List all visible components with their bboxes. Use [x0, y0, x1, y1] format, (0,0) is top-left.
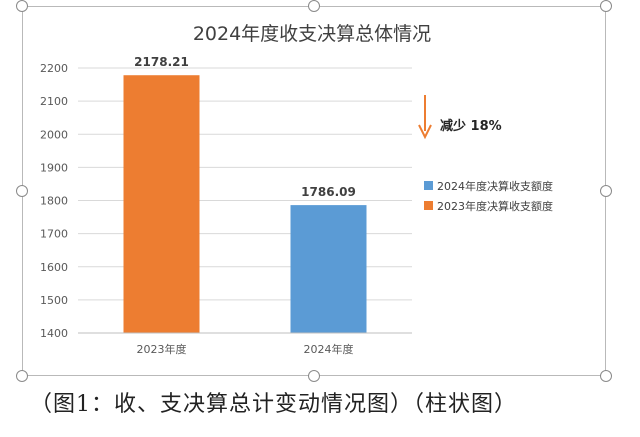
y-axis: 1400 1500 1600 1700 1800 1900 2000 2100 2200	[40, 62, 68, 340]
y-tick-label: 1700	[40, 228, 68, 241]
annotation-text: 减少 18%	[440, 118, 502, 134]
resize-handle-bottom-right[interactable]	[600, 370, 612, 382]
data-label: 2178.21	[134, 55, 189, 69]
legend-label: 2024年度决算收支额度	[437, 179, 553, 193]
resize-handle-middle-right[interactable]	[600, 185, 612, 197]
legend-swatch	[424, 201, 433, 210]
resize-handle-bottom-left[interactable]	[16, 370, 28, 382]
bar	[290, 205, 367, 333]
resize-handle-middle-left[interactable]	[16, 185, 28, 197]
resize-handle-bottom-middle[interactable]	[308, 370, 320, 382]
bars: 2178.21 1786.09	[123, 55, 367, 333]
y-tick-label: 1500	[40, 294, 68, 307]
x-tick-label: 2023年度	[137, 342, 187, 356]
legend-swatch	[424, 181, 433, 190]
change-annotation: 减少 18%	[418, 95, 502, 140]
y-tick-label: 1800	[40, 195, 68, 208]
bar-chart: 2024年度收支决算总体情况 1400 1500 1600 1700 1800 1900 2…	[40, 23, 553, 356]
chart-title: 2024年度收支决算总体情况	[193, 23, 431, 45]
y-tick-label: 2000	[40, 128, 68, 141]
resize-handle-top-middle[interactable]	[308, 0, 320, 12]
resize-handle-top-right[interactable]	[600, 0, 612, 12]
arrow-head-icon	[418, 124, 432, 140]
y-tick-label: 2100	[40, 95, 68, 108]
y-tick-label: 1600	[40, 261, 68, 274]
figure-caption: （图1：收、支决算总计变动情况图）（柱状图）	[30, 392, 517, 417]
x-tick-label: 2024年度	[304, 342, 354, 356]
legend-label: 2023年度决算收支额度	[437, 199, 553, 213]
y-tick-label: 1900	[40, 161, 68, 174]
x-axis: 2023年度 2024年度	[78, 332, 412, 356]
y-tick-label: 2200	[40, 62, 68, 75]
legend: 2024年度决算收支额度 2023年度决算收支额度	[424, 179, 553, 213]
bar	[123, 75, 200, 333]
data-label: 1786.09	[301, 185, 356, 199]
y-tick-label: 1400	[40, 327, 68, 340]
resize-handle-top-left[interactable]	[16, 0, 28, 12]
